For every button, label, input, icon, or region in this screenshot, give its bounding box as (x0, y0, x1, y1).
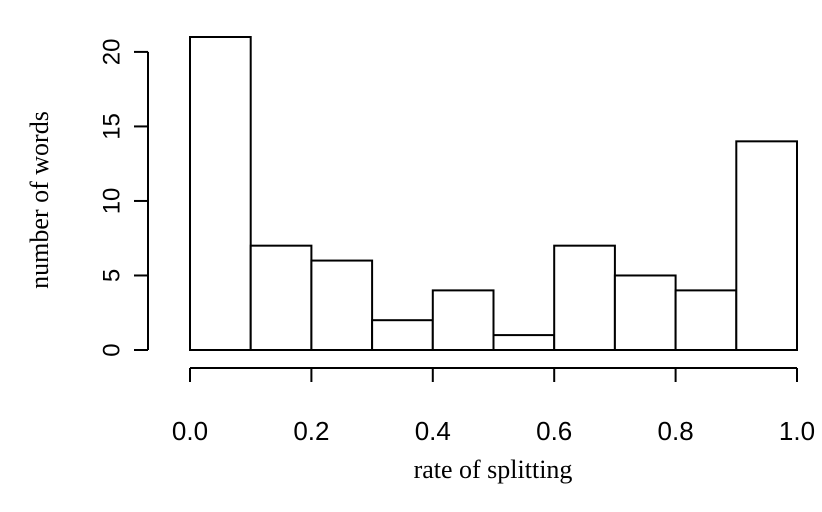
histogram-bar-4 (431, 289, 495, 351)
y-tick-label: 15 (99, 113, 126, 140)
y-tick-label: 5 (99, 269, 126, 282)
histogram-bar-8 (674, 289, 738, 351)
histogram-bar-7 (613, 274, 677, 352)
histogram-bar-2 (310, 259, 374, 352)
x-tick-label: 0.6 (536, 416, 572, 446)
y-tick-label: 10 (99, 188, 126, 215)
y-tick-label: 0 (99, 343, 126, 356)
histogram-bar-1 (249, 244, 313, 352)
x-tick-label: 0.2 (293, 416, 329, 446)
x-axis-label: rate of splitting (414, 455, 573, 484)
histogram-bar-9 (735, 140, 798, 351)
y-tick-label: 20 (99, 39, 126, 66)
x-tick-label: 1.0 (779, 416, 815, 446)
histogram-bar-6 (553, 244, 616, 352)
x-tick-label: 0.8 (658, 416, 694, 446)
x-tick-label: 0.4 (415, 416, 451, 446)
bars-layer (189, 36, 798, 352)
histogram-bar-5 (492, 334, 556, 352)
x-tick-label: 0.0 (172, 416, 208, 446)
histogram-bar-3 (371, 319, 434, 352)
x-axis: 0.0 0.2 0.4 0.6 0.8 1.0 (172, 367, 815, 446)
histogram-bar-0 (189, 36, 252, 351)
y-axis-label: number of words (25, 111, 54, 289)
y-axis: 0 5 10 15 20 (99, 39, 149, 357)
